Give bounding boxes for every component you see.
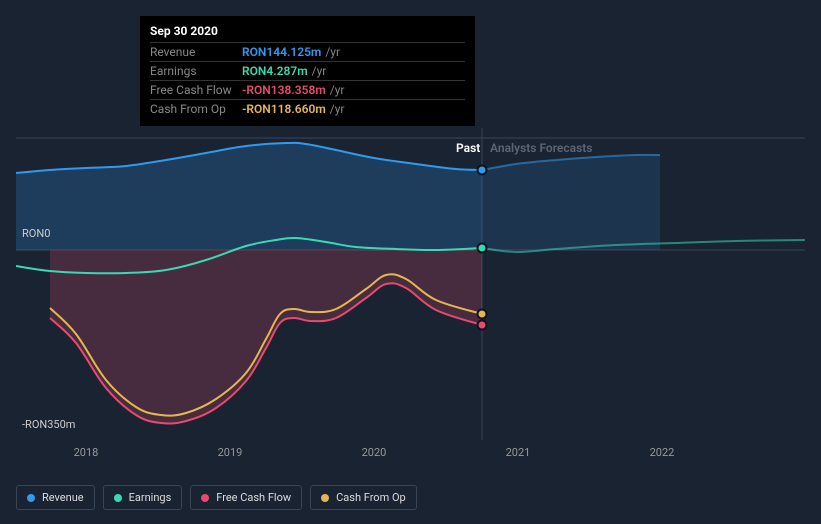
section-label-forecast: Analysts Forecasts — [490, 141, 592, 155]
marker-freeCashFlow — [478, 321, 487, 330]
tooltip-row: Free Cash Flow-RON138.358m/yr — [150, 80, 465, 99]
area-forecast-revenue — [482, 155, 660, 250]
marker-revenue — [478, 166, 487, 175]
tooltip-label: Free Cash Flow — [150, 83, 242, 97]
x-axis-label: 2018 — [74, 446, 99, 459]
legend-item-earnings[interactable]: Earnings — [103, 485, 183, 510]
x-axis-label: 2020 — [362, 446, 387, 459]
tooltip-label: Earnings — [150, 64, 242, 78]
legend-label: Free Cash Flow — [216, 491, 291, 504]
section-label-past: Past — [456, 141, 480, 155]
tooltip-unit: /yr — [325, 45, 340, 59]
chart-area: RON200m RON0 -RON350m 2018 2019 2020 2021 2022 P… — [16, 128, 805, 464]
marker-earnings — [478, 244, 487, 253]
tooltip-row: RevenueRON144.125m/yr — [150, 42, 465, 61]
tooltip-value: RON4.287m — [242, 64, 308, 78]
legend-label: Cash From Op — [336, 491, 406, 504]
chart-svg: RON200m RON0 -RON350m 2018 2019 2020 2021 2022 P… — [16, 128, 805, 494]
tooltip-unit: /yr — [312, 64, 327, 78]
y-axis-label: RON0 — [22, 227, 50, 240]
legend-dot — [114, 494, 122, 502]
tooltip-value: RON144.125m — [242, 45, 321, 59]
area-revenue — [16, 143, 482, 250]
legend-item-free-cash-flow[interactable]: Free Cash Flow — [190, 485, 302, 510]
legend-dot — [27, 494, 35, 502]
legend-label: Earnings — [129, 491, 172, 504]
marker-cashFromOp — [478, 310, 487, 319]
legend-item-revenue[interactable]: Revenue — [16, 485, 95, 510]
legend: Revenue Earnings Free Cash Flow Cash From O… — [16, 485, 417, 510]
tooltip-label: Cash From Op — [150, 102, 242, 116]
tooltip-row: EarningsRON4.287m/yr — [150, 61, 465, 80]
tooltip-row: Cash From Op-RON118.660m/yr — [150, 99, 465, 118]
legend-item-cash-from-op[interactable]: Cash From Op — [310, 485, 417, 510]
chart-tooltip: Sep 30 2020 RevenueRON144.125m/yrEarning… — [140, 16, 475, 126]
y-axis-label: RON200m — [22, 128, 72, 131]
tooltip-unit: /yr — [330, 83, 345, 97]
x-axis-label: 2019 — [218, 446, 243, 459]
x-axis-label: 2022 — [650, 446, 675, 459]
x-axis-label: 2021 — [506, 446, 531, 459]
tooltip-value: -RON118.660m — [242, 102, 326, 116]
tooltip-date: Sep 30 2020 — [150, 24, 465, 38]
legend-dot — [201, 494, 209, 502]
tooltip-value: -RON138.358m — [242, 83, 326, 97]
tooltip-label: Revenue — [150, 45, 242, 59]
tooltip-unit: /yr — [330, 102, 345, 116]
legend-label: Revenue — [42, 491, 84, 504]
y-axis-label: -RON350m — [22, 418, 75, 431]
legend-dot — [321, 494, 329, 502]
